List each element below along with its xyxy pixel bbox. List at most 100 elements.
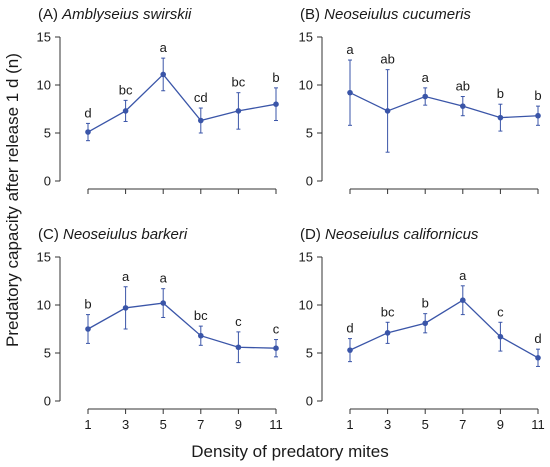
data-point: [85, 326, 91, 332]
y-tick-label: 5: [306, 126, 313, 141]
y-tick-label: 5: [306, 346, 313, 361]
significance-letter: bc: [232, 75, 246, 90]
panel-a: (A) Amblyseius swirskii 0 5 10 15 d bc a cd bc b: [37, 6, 280, 194]
data-point: [122, 108, 129, 114]
x-tick-label: 9: [235, 417, 242, 432]
data-point: [198, 117, 204, 124]
panel-species: Neoseiulus californicus: [325, 226, 479, 243]
y-tick-label: 10: [37, 78, 51, 93]
panel-prefix: (C): [38, 226, 63, 243]
data-point: [160, 300, 166, 306]
y-tick-label: 10: [299, 78, 313, 93]
y-axis-label: Predatory capacity after release 1 d (n): [3, 53, 22, 347]
y-tick-label: 10: [37, 298, 51, 313]
significance-letter: b: [84, 297, 91, 312]
data-point: [497, 114, 504, 121]
y-tick-label: 0: [44, 174, 51, 189]
significance-letter: bc: [194, 308, 208, 323]
data-point: [85, 129, 91, 135]
significance-letter: ab: [456, 79, 470, 94]
significance-letter: b: [534, 88, 541, 103]
series-line: [87, 73, 277, 133]
data-point: [273, 101, 279, 107]
significance-letter: d: [84, 105, 91, 120]
y-tick-label: 15: [299, 30, 313, 45]
significance-letter: b: [272, 70, 279, 85]
x-tick-label: 11: [269, 417, 283, 432]
significance-letter: d: [534, 331, 541, 346]
panel-species: Amblyseius swirskii: [61, 6, 192, 23]
data-point: [347, 89, 353, 96]
significance-letter: cd: [194, 90, 208, 105]
significance-letter: b: [497, 86, 504, 101]
data-point: [535, 355, 541, 361]
data-point: [235, 344, 242, 351]
panel-prefix: (D): [300, 226, 325, 243]
significance-letter: a: [346, 42, 354, 57]
significance-letter: a: [160, 40, 168, 55]
x-tick-label: 3: [122, 417, 129, 432]
data-point: [347, 347, 353, 353]
significance-letter: c: [235, 314, 242, 329]
significance-letter: a: [459, 268, 467, 283]
data-point: [422, 93, 429, 100]
significance-letter: bc: [381, 304, 395, 319]
data-point: [422, 320, 429, 327]
x-tick-label: 11: [531, 417, 545, 432]
data-point: [122, 305, 129, 311]
data-point: [198, 332, 204, 339]
x-tick-label: 3: [384, 417, 391, 432]
data-point: [535, 112, 541, 119]
data-point: [497, 333, 504, 340]
x-tick-label: 1: [84, 417, 91, 432]
series-line: [87, 302, 277, 349]
data-point: [273, 345, 279, 352]
significance-letter: b: [422, 296, 429, 311]
y-tick-label: 15: [299, 250, 313, 265]
x-axis-label: Density of predatory mites: [191, 442, 388, 461]
panel-title: (A) Amblyseius swirskii: [38, 6, 192, 23]
y-tick-label: 10: [299, 298, 313, 313]
x-tick-label: 1: [346, 417, 353, 432]
data-point: [460, 103, 466, 109]
series-line: [349, 299, 539, 359]
panel-species: Neoseiulus barkeri: [63, 226, 188, 243]
panel-prefix: (B): [300, 6, 324, 23]
significance-letter: ab: [380, 52, 394, 67]
x-tick-label: 5: [422, 417, 429, 432]
panel-d: (D) Neoseiulus californicus 0 5 10 15 1 3 5 7 9 11…: [299, 226, 545, 432]
significance-letter: a: [122, 269, 130, 284]
panel-b: (B) Neoseiulus cucumeris 0 5 10 15 a ab a ab b b: [299, 6, 542, 194]
x-tick-label: 7: [197, 417, 204, 432]
y-tick-label: 0: [306, 174, 313, 189]
panel-title: (C) Neoseiulus barkeri: [38, 226, 188, 243]
significance-letter: c: [497, 304, 504, 319]
y-tick-label: 5: [44, 346, 51, 361]
panel-prefix: (A): [38, 6, 62, 23]
panel-species: Neoseiulus cucumeris: [324, 6, 471, 23]
x-tick-label: 5: [160, 417, 167, 432]
significance-letter: d: [346, 321, 353, 336]
panel-title: (B) Neoseiulus cucumeris: [300, 6, 471, 23]
significance-letter: bc: [119, 82, 133, 97]
significance-letter: c: [273, 322, 280, 337]
data-point: [384, 108, 391, 114]
panel-title: (D) Neoseiulus californicus: [300, 226, 479, 243]
series-line: [349, 92, 539, 119]
y-tick-label: 0: [44, 394, 51, 409]
y-tick-label: 15: [37, 30, 51, 45]
significance-letter: a: [160, 271, 168, 286]
panel-c: (C) Neoseiulus barkeri 0 5 10 15 1 3 5 7 9 11 b a a bc…: [37, 226, 283, 432]
significance-letter: a: [422, 70, 430, 85]
data-point: [460, 297, 466, 304]
y-tick-label: 0: [306, 394, 313, 409]
y-tick-label: 15: [37, 250, 51, 265]
y-tick-label: 5: [44, 126, 51, 141]
x-tick-label: 7: [459, 417, 466, 432]
data-point: [384, 330, 391, 336]
x-tick-label: 9: [497, 417, 504, 432]
data-point: [160, 71, 166, 78]
data-point: [235, 108, 242, 114]
